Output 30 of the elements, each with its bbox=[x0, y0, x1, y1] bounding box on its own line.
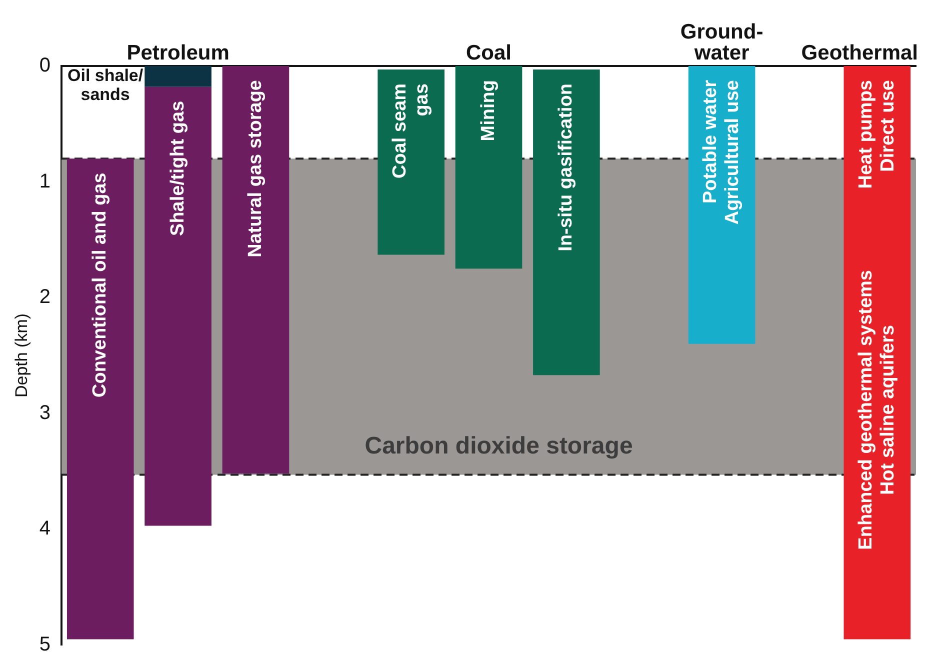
x-tick-label: Shale/tight gas bbox=[167, 100, 188, 236]
x-tick-label: Mining bbox=[478, 80, 499, 142]
y-tick-label: 4 bbox=[39, 518, 51, 540]
x-tick-label: Heat pumps Direct use bbox=[855, 80, 898, 189]
x-tick-label: Conventional oil and gas bbox=[90, 172, 111, 398]
bar bbox=[66, 158, 134, 640]
bar bbox=[144, 86, 212, 526]
x-tick-label: In-situ gasification bbox=[556, 83, 577, 252]
bar bbox=[378, 69, 444, 255]
bar bbox=[144, 66, 212, 87]
text: Ground- water bbox=[680, 20, 764, 64]
bar bbox=[533, 69, 600, 376]
y-tick-label: 2 bbox=[39, 286, 51, 308]
y-tick-label: 0 bbox=[39, 54, 51, 77]
y-tick-label: 1 bbox=[39, 170, 51, 192]
text: Geothermal bbox=[801, 41, 918, 64]
bar bbox=[688, 66, 756, 344]
y-axis-title: Depth (km) bbox=[12, 313, 31, 398]
y-tick-label: 5 bbox=[39, 634, 51, 656]
text: Coal bbox=[466, 41, 512, 64]
x-tick-label: Natural gas storage bbox=[244, 80, 266, 258]
bar bbox=[455, 66, 522, 269]
annotation: Enhanced geothermal systems Hot saline aquifers bbox=[855, 270, 898, 550]
band-label: Carbon dioxide storage bbox=[364, 432, 633, 460]
y-tick-label: 3 bbox=[39, 402, 51, 424]
text: Petroleum bbox=[126, 41, 230, 64]
x-tick-label: Coal seam gas bbox=[389, 83, 432, 179]
series-label: Oil shale/sands bbox=[68, 66, 144, 104]
bar bbox=[222, 66, 290, 474]
x-tick-label: Potable water Agricultural use bbox=[700, 79, 744, 225]
